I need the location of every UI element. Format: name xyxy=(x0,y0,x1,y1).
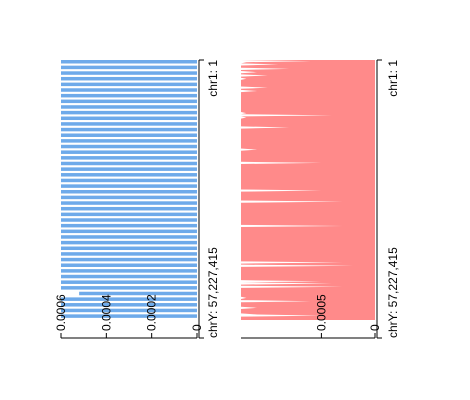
right-tick-label: 0 xyxy=(368,324,382,331)
left-bar xyxy=(61,246,197,251)
right-area xyxy=(241,60,375,320)
left-bar xyxy=(61,218,197,222)
left-bar xyxy=(61,235,197,239)
left-position-start-label: chr1: 1 xyxy=(206,60,220,97)
left-bar xyxy=(61,161,197,166)
left-bar xyxy=(61,82,197,87)
left-bar xyxy=(61,110,197,115)
left-tick-label: 0 xyxy=(190,324,204,331)
left-bar xyxy=(61,308,197,313)
left-bar xyxy=(61,274,197,279)
left-tick-label: 0.0002 xyxy=(145,294,159,331)
left-bar xyxy=(61,105,197,109)
left-bar xyxy=(61,223,197,228)
left-bar xyxy=(61,257,197,262)
left-tick-label: 0.0004 xyxy=(99,294,113,331)
left-bar xyxy=(61,139,197,143)
left-bar xyxy=(61,252,197,256)
left-position-end-label: chrY: 57,227,415 xyxy=(206,247,220,338)
left-bar xyxy=(61,99,197,104)
left-bar xyxy=(61,173,197,177)
left-tick-label: 0.0006 xyxy=(54,294,68,331)
left-bar xyxy=(61,195,197,200)
left-bar xyxy=(61,93,197,98)
right-panel: 0 0.0005 chr1: 1 chrY: 57,227,415 xyxy=(241,59,400,339)
left-bar xyxy=(61,263,197,267)
left-bar xyxy=(61,297,197,301)
left-panel: 0 0.0002 0.0004 0.0006 chr1: 1 chrY: 57,227,… xyxy=(54,59,220,339)
left-bar xyxy=(61,127,197,132)
left-bar xyxy=(61,184,197,188)
left-bar xyxy=(61,144,197,149)
right-value-axis: 0 0.0005 xyxy=(241,294,382,339)
left-bar xyxy=(61,212,197,217)
left-bar xyxy=(61,76,197,81)
left-bar xyxy=(61,314,197,318)
left-bar-marks xyxy=(61,60,197,318)
left-bar xyxy=(61,133,197,137)
left-bar xyxy=(61,122,197,126)
right-position-end-label: chrY: 57,227,415 xyxy=(386,247,400,338)
left-bar xyxy=(61,71,197,75)
left-bar xyxy=(61,229,197,234)
left-bar xyxy=(79,291,197,296)
left-bar xyxy=(61,150,197,154)
left-bar xyxy=(61,65,197,70)
right-position-labels: chr1: 1 chrY: 57,227,415 xyxy=(376,59,400,339)
left-bar xyxy=(61,167,197,171)
left-bar xyxy=(61,303,197,307)
left-bar xyxy=(61,269,197,273)
left-bar xyxy=(61,240,197,245)
left-bar xyxy=(61,88,197,92)
left-bar xyxy=(61,206,197,211)
right-area-marks xyxy=(241,60,375,320)
left-value-axis: 0 0.0002 0.0004 0.0006 xyxy=(54,294,204,339)
left-bar xyxy=(61,178,197,183)
left-bar xyxy=(61,60,197,64)
left-bar xyxy=(61,156,197,160)
left-bar xyxy=(61,190,197,194)
left-position-labels: chr1: 1 chrY: 57,227,415 xyxy=(198,59,220,339)
left-bar xyxy=(61,201,197,205)
right-position-start-label: chr1: 1 xyxy=(386,60,400,97)
left-bar xyxy=(61,286,197,290)
left-bar xyxy=(61,280,197,284)
right-tick-label: 0.0005 xyxy=(314,294,328,331)
left-bar xyxy=(61,116,197,121)
